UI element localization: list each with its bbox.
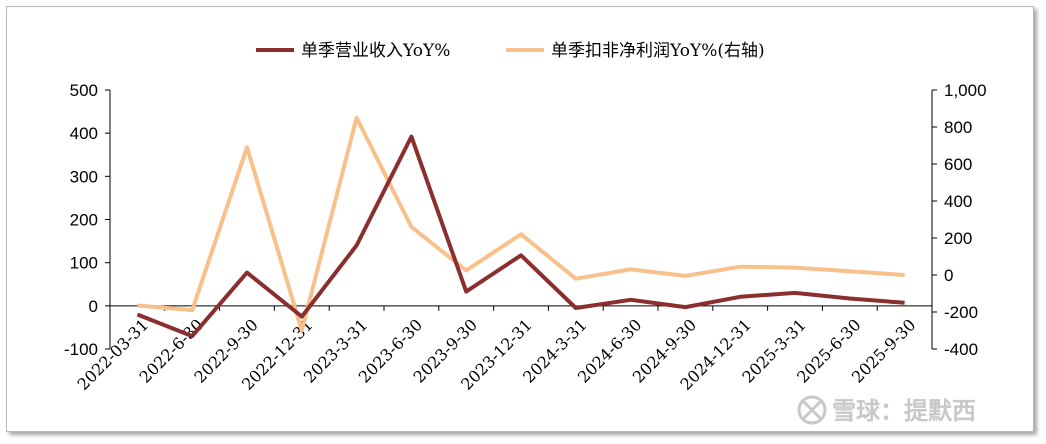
y-left-tick-label: 400 <box>70 124 98 143</box>
y-left-tick-label: -100 <box>64 340 98 359</box>
legend: 单季营业收入YoY% 单季扣非净利润YoY%(右轴) <box>256 41 765 61</box>
legend-label: 单季营业收入YoY% <box>301 41 450 61</box>
y-left-tick-label: 300 <box>70 167 98 186</box>
series-line-revenue-yoy <box>136 134 905 339</box>
y-right-tick-label: 0 <box>944 266 953 285</box>
y-right-tick-label: 400 <box>944 192 972 211</box>
y-right-tick-label: 1,000 <box>944 81 987 100</box>
series-line-net-profit-yoy <box>137 115 905 333</box>
chart-frame <box>6 6 1034 432</box>
watermark: 雪球：提默西 <box>797 395 976 425</box>
y-right-tick-label: -200 <box>944 303 978 322</box>
y-right-tick-label: 600 <box>944 155 972 174</box>
y-right-tick-label: 200 <box>944 229 972 248</box>
y-right-tick-label: -400 <box>944 340 978 359</box>
legend-label: 单季扣非净利润YoY%(右轴) <box>551 41 765 61</box>
y-left-tick-label: 500 <box>70 81 98 100</box>
y-right-tick-label: 800 <box>944 118 972 137</box>
y-left-tick-label: 100 <box>70 254 98 273</box>
y-left-tick-label: 0 <box>89 297 98 316</box>
series-group <box>136 115 905 339</box>
snowball-logo-icon <box>797 395 827 425</box>
watermark-text: 雪球：提默西 <box>832 397 976 425</box>
y-left-tick-label: 200 <box>70 211 98 230</box>
